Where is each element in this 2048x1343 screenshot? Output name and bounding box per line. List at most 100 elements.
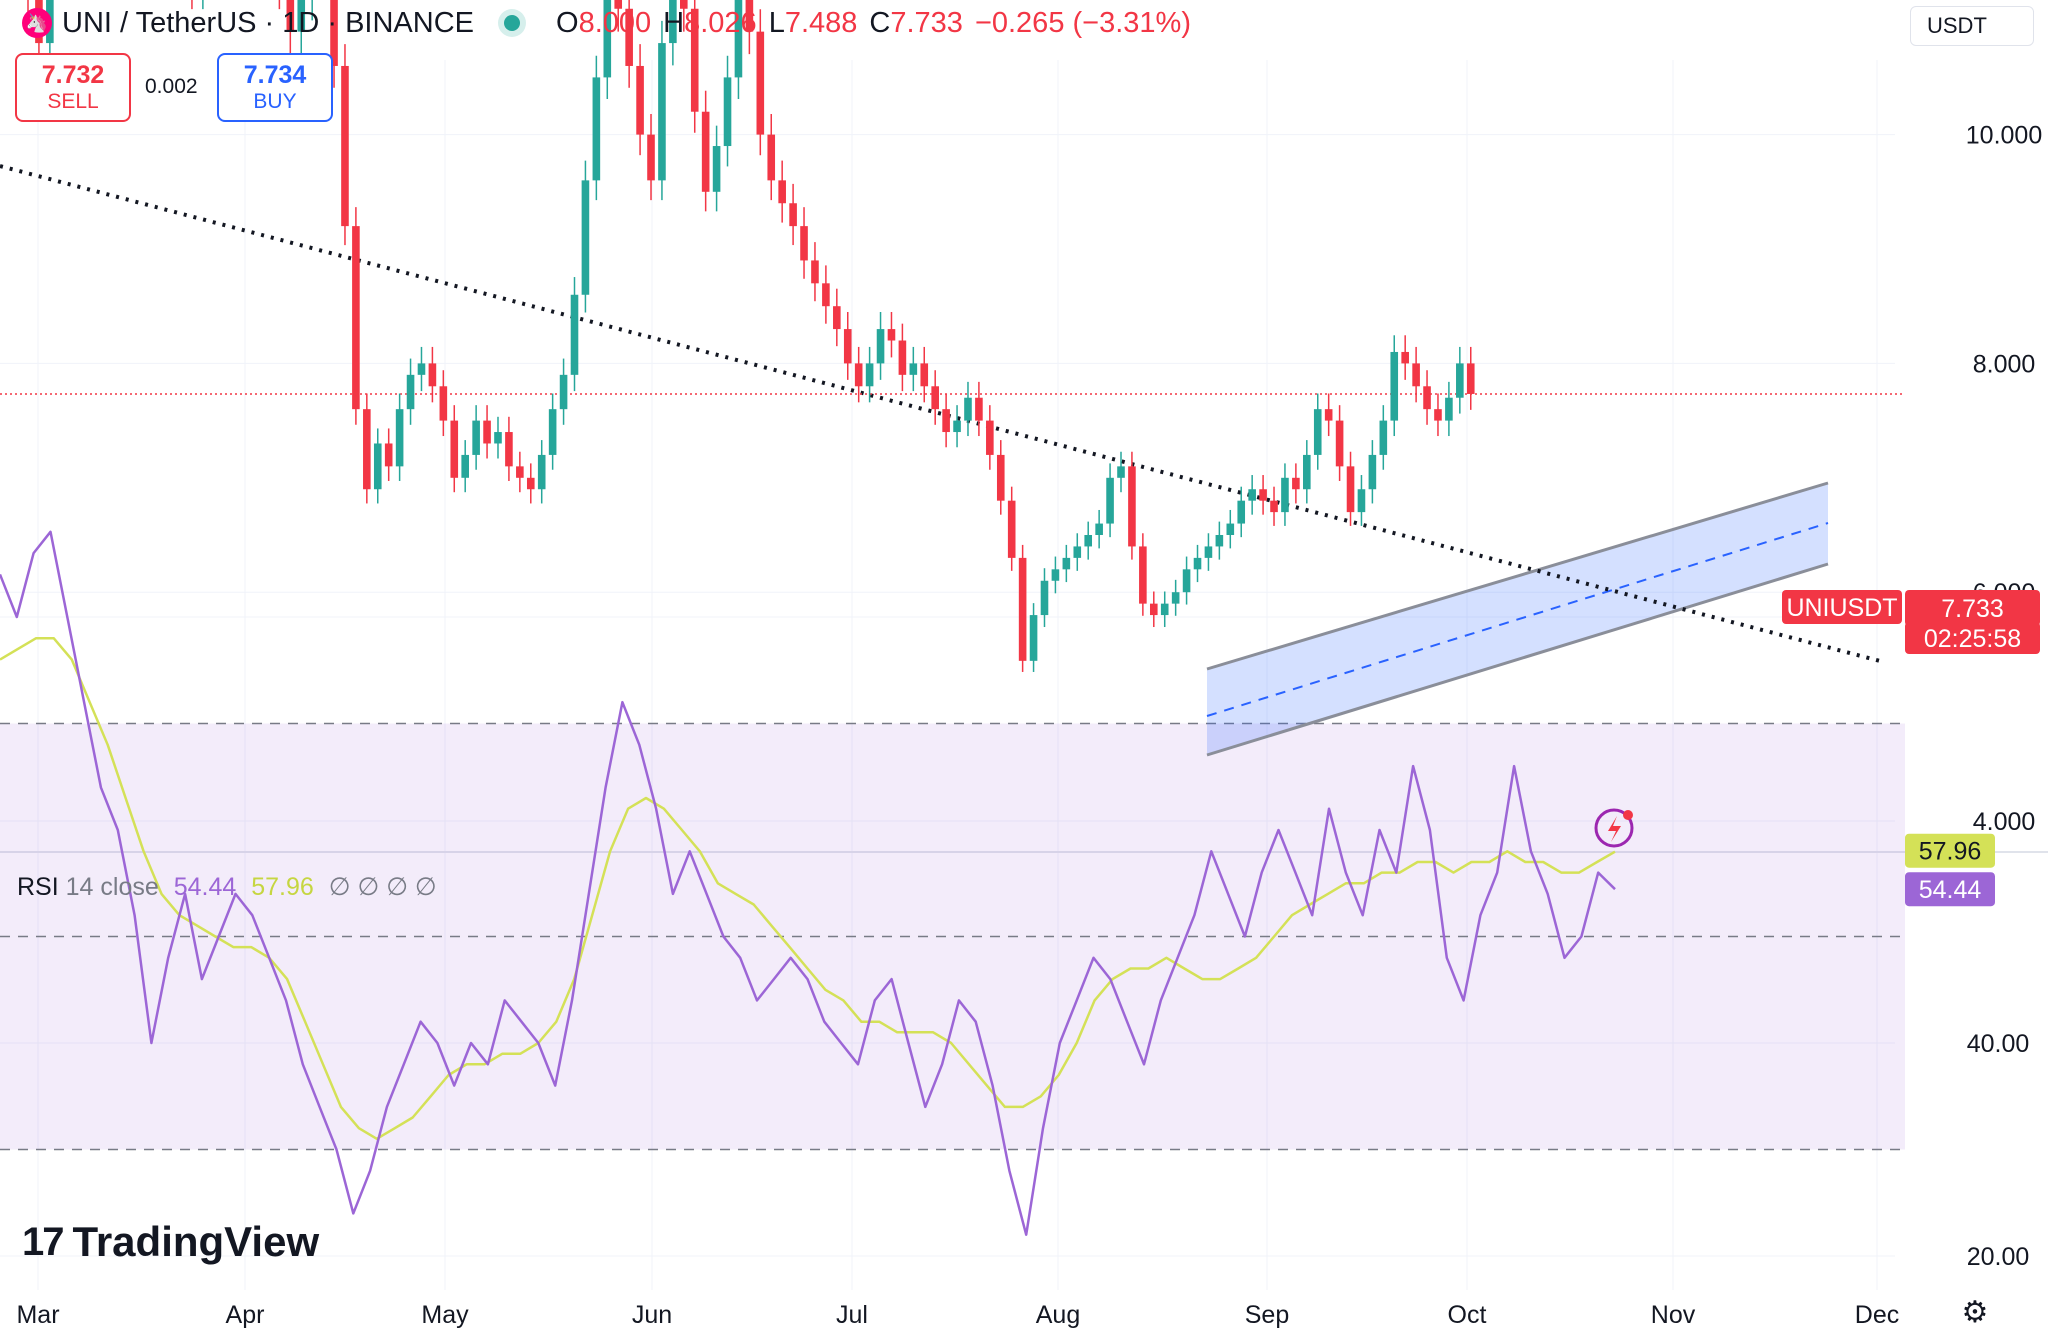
- candle-body: [712, 146, 721, 192]
- candle-body: [811, 260, 819, 284]
- candle-body: [373, 443, 382, 490]
- candle-body: [669, 0, 677, 44]
- symbol-price-label-bg: [1782, 590, 1902, 624]
- candle-body: [636, 65, 644, 135]
- candle-body: [1445, 397, 1453, 421]
- rsi-header[interactable]: RSI 14 close 54.44 57.96 ∅ ∅ ∅ ∅: [17, 872, 437, 902]
- candle-body: [920, 363, 929, 387]
- rsi-lines: [0, 530, 1616, 1236]
- candle-body: [1106, 477, 1114, 524]
- rsi-value-label-bg: [1905, 872, 1995, 907]
- close-value: 7.733: [890, 6, 963, 39]
- buy-price: 7.734: [243, 61, 307, 89]
- candle-body: [1237, 500, 1246, 524]
- candle-body: [1259, 489, 1267, 501]
- sell-price: 7.732: [41, 61, 105, 89]
- candle-body: [1401, 351, 1409, 364]
- candle-body: [1324, 409, 1333, 421]
- candle-body: [559, 374, 568, 410]
- price-tick-label: 8.000: [1973, 350, 2036, 378]
- candle-body: [658, 43, 666, 181]
- time-tick-label: Aug: [1036, 1301, 1080, 1329]
- candle-body: [789, 203, 797, 227]
- channel-upper-line: [1206, 481, 1829, 671]
- candle-body: [439, 386, 448, 421]
- rsi-ma-value-label-bg: [1905, 833, 1995, 868]
- parallel-channel[interactable]: [1206, 481, 1829, 757]
- candle-body: [614, 0, 623, 9]
- currency-button[interactable]: USDT: [1910, 6, 2034, 46]
- candle-body: [1029, 615, 1038, 661]
- last-price-label-bg: [1905, 590, 2040, 626]
- rsi-tick-label: 40.00: [1967, 1030, 2030, 1058]
- candle-body: [887, 329, 896, 341]
- candle-body: [1368, 454, 1377, 490]
- candles: [27, 0, 1475, 672]
- candle-body: [909, 363, 918, 375]
- low-value: 7.488: [784, 6, 858, 39]
- candle-body: [494, 432, 502, 444]
- rsi-ma-value-label: 57.96: [1919, 838, 1982, 866]
- gear-icon[interactable]: ⚙: [1961, 1296, 1989, 1329]
- candle-body: [1357, 489, 1366, 513]
- candle-body: [1139, 546, 1147, 604]
- candle-body: [395, 409, 404, 467]
- sell-button[interactable]: 7.732 SELL: [15, 53, 131, 122]
- candle-body: [417, 363, 426, 375]
- candle-body: [428, 363, 437, 387]
- candle-body: [537, 454, 546, 490]
- open-value: 8.000: [578, 6, 652, 39]
- time-tick-label: May: [421, 1301, 469, 1329]
- candle-body: [352, 226, 360, 410]
- candle-body: [526, 477, 535, 490]
- time-tick-label: Apr: [226, 1301, 265, 1329]
- candle-body: [472, 420, 480, 455]
- tradingview-logo[interactable]: 17 TradingView: [22, 1218, 319, 1266]
- symbol-title[interactable]: UNI / TetherUS · 1D · BINANCE: [62, 6, 475, 39]
- candle-body: [1171, 592, 1180, 604]
- trend-lines[interactable]: [0, 0, 1905, 663]
- candle-body: [1281, 477, 1289, 513]
- time-tick-label: Jun: [632, 1301, 672, 1329]
- close-label: C: [869, 6, 891, 39]
- candle-body: [931, 386, 939, 410]
- candle-body: [1149, 603, 1158, 616]
- candle-body: [1007, 500, 1016, 558]
- market-status-icon: [504, 15, 521, 31]
- symbol-header: 🦄 UNI / TetherUS · 1D · BINANCE O 8.000 H…: [0, 0, 1191, 46]
- buy-button[interactable]: 7.734 BUY: [217, 53, 333, 122]
- candle-body: [1346, 466, 1355, 513]
- countdown-label: 02:25:58: [1924, 625, 2021, 653]
- rsi-name: RSI: [17, 873, 59, 901]
- lightning-icon[interactable]: [1594, 808, 1634, 848]
- candle-body: [1456, 363, 1464, 398]
- uniswap-logo-icon: 🦄: [22, 8, 52, 38]
- candle-body: [822, 283, 830, 307]
- candle-body: [341, 65, 349, 227]
- candle-body: [461, 454, 469, 478]
- candle-body: [1412, 363, 1420, 387]
- candle-body: [592, 77, 601, 181]
- price-tick-label: 10.000: [1966, 122, 2042, 150]
- spread-value: 0.002: [145, 75, 198, 98]
- candle-body: [1303, 454, 1311, 490]
- candle-body: [1084, 535, 1093, 547]
- candle-body: [1434, 409, 1442, 421]
- candle-body: [734, 0, 743, 78]
- candle-body: [1182, 569, 1191, 593]
- symbol-price-label: UNIUSDT: [1786, 594, 1897, 622]
- candle-body: [767, 134, 776, 181]
- candle-body: [1051, 569, 1060, 581]
- candle-body: [286, 0, 295, 32]
- candle-body: [581, 180, 590, 295]
- candle-body: [505, 432, 513, 467]
- time-tick-label: Sep: [1245, 1301, 1289, 1329]
- candle-body: [1292, 477, 1300, 490]
- rsi-bands: [0, 722, 1905, 1151]
- candle-body: [1215, 535, 1224, 547]
- candle-body: [516, 466, 524, 478]
- last-price-label: 7.733: [1941, 595, 2004, 623]
- candle-body: [1204, 546, 1213, 558]
- candle-body: [483, 420, 491, 444]
